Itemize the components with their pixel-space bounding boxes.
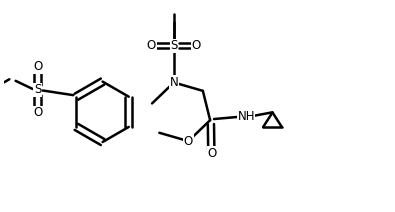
Text: S: S [170, 39, 177, 52]
Text: O: O [33, 106, 42, 120]
Text: NH: NH [237, 110, 255, 123]
Text: O: O [147, 39, 156, 52]
Text: O: O [184, 135, 193, 148]
Text: O: O [207, 147, 217, 160]
Text: O: O [33, 60, 42, 73]
Text: O: O [192, 39, 201, 52]
Text: S: S [34, 83, 41, 96]
Text: N: N [169, 76, 178, 89]
